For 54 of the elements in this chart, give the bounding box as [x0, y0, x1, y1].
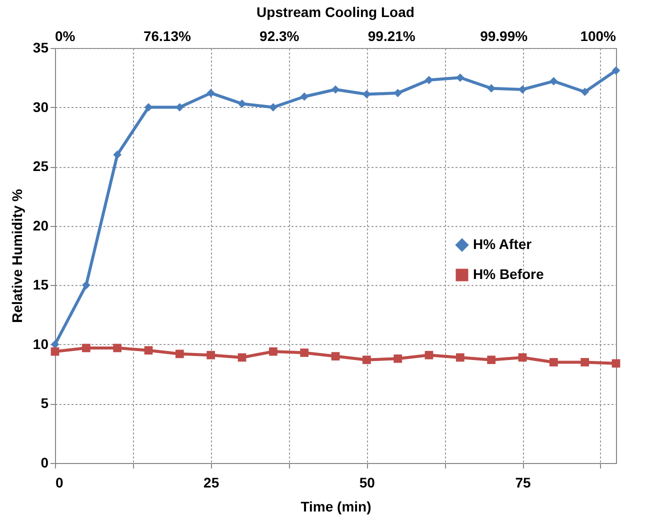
y-tick-label: 25	[32, 158, 49, 174]
y-tick-label: 5	[40, 395, 49, 412]
point	[82, 344, 90, 352]
text: 76.13%	[143, 28, 192, 44]
point	[113, 344, 122, 352]
y-axis-title: Relative Humidity %	[8, 188, 25, 323]
x-tick-label: 75	[515, 474, 531, 490]
text: 99.21%	[368, 28, 416, 44]
y-tick-label: 30	[32, 98, 49, 115]
x-tick-label: 50	[359, 474, 376, 490]
point	[300, 348, 309, 357]
point	[82, 280, 90, 290]
point	[549, 77, 558, 86]
point	[580, 88, 590, 96]
point	[300, 92, 309, 101]
point	[113, 150, 122, 159]
point	[612, 359, 620, 368]
point	[238, 100, 246, 108]
text: 99.99%	[480, 28, 528, 44]
point	[456, 353, 464, 362]
point	[362, 356, 371, 364]
legend-label: H% Before	[473, 266, 544, 282]
y-tick-label: 35	[32, 40, 49, 56]
point	[144, 346, 153, 355]
point	[50, 347, 60, 356]
point	[331, 85, 340, 94]
point	[612, 66, 620, 75]
text: 100%	[580, 28, 617, 44]
point	[580, 358, 590, 366]
point	[238, 353, 246, 362]
x2-axis-title: Upstream Cooling Load	[256, 4, 414, 20]
point	[549, 358, 558, 366]
text: 0%	[55, 28, 76, 44]
point	[424, 350, 434, 360]
point	[487, 356, 496, 364]
point	[175, 350, 184, 358]
x-tick-label: 25	[204, 474, 220, 490]
point	[331, 352, 340, 360]
point	[206, 350, 216, 360]
point	[268, 347, 278, 356]
x-axis-title: Time (min)	[300, 498, 372, 514]
point	[394, 354, 402, 363]
y-tick-label: 10	[32, 336, 49, 352]
x-tick-label: 0	[56, 474, 64, 490]
point	[394, 88, 402, 98]
y-tick-label: 15	[32, 276, 49, 293]
y-tick-label: 20	[32, 217, 49, 234]
point	[206, 88, 216, 98]
y-tick-label: 0	[40, 454, 49, 470]
text: 92.3%	[260, 28, 300, 44]
point	[518, 353, 527, 362]
legend-label: H% After	[473, 236, 532, 252]
point	[268, 103, 278, 112]
point	[424, 76, 434, 84]
